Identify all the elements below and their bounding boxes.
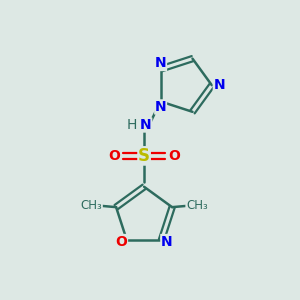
Text: N: N — [161, 235, 172, 248]
Text: N: N — [155, 56, 167, 70]
Text: H: H — [127, 118, 137, 132]
Text: CH₃: CH₃ — [186, 199, 208, 212]
Text: N: N — [140, 118, 152, 132]
Text: CH₃: CH₃ — [80, 199, 102, 212]
Text: N: N — [213, 78, 225, 92]
Text: O: O — [168, 149, 180, 163]
Text: S: S — [138, 147, 150, 165]
Text: O: O — [116, 235, 128, 248]
Text: N: N — [155, 100, 167, 114]
Text: O: O — [108, 149, 120, 163]
